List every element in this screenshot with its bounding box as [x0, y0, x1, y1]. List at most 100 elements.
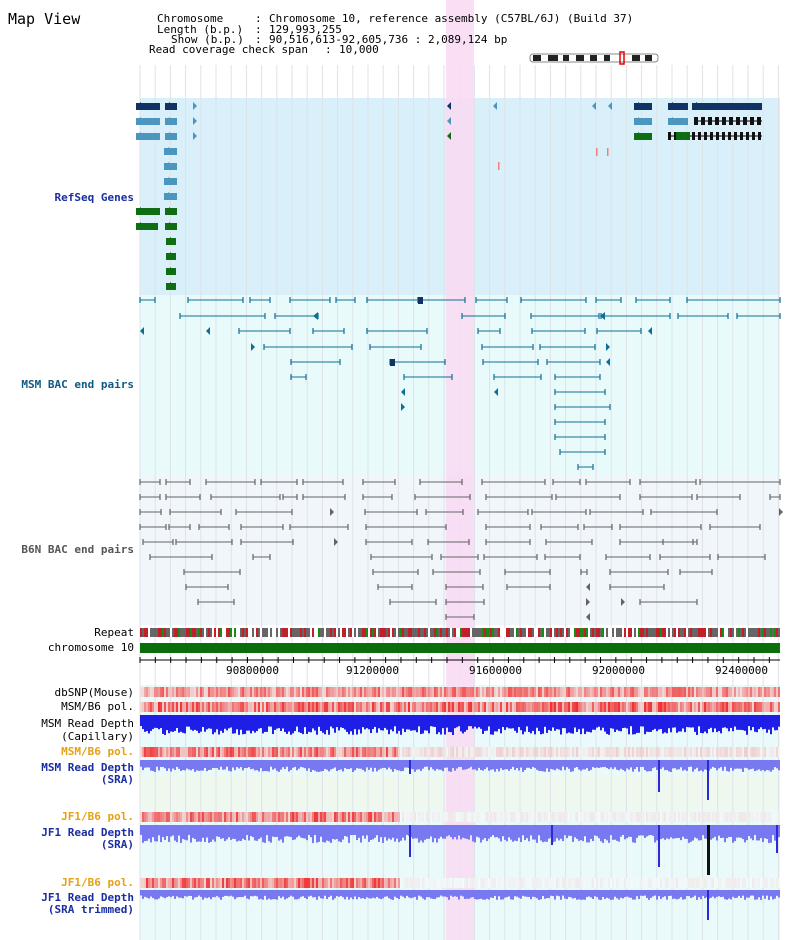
msm-pol-cell: [526, 702, 528, 712]
jf1-sra-depth: [256, 825, 258, 841]
msm-pol-cell: [462, 702, 464, 712]
jf1-pol-cell: [398, 812, 400, 822]
msm-capillary-depth: [336, 715, 338, 728]
msm-sra-depth: [742, 760, 744, 772]
msm-capillary-depth: [686, 715, 688, 728]
jf1-trimmed-depth: [436, 890, 438, 898]
msm-pol-cell: [174, 702, 176, 712]
msm-pol2-cell: [262, 747, 264, 757]
jf1-pol-cell: [634, 812, 636, 822]
dbsnp-cell: [434, 687, 436, 697]
msm-sra-depth: [584, 760, 586, 770]
repeat-element: [504, 628, 506, 637]
msm-capillary-depth: [660, 715, 662, 730]
jf1-pol-cell: [350, 812, 352, 822]
msm-pol2-cell: [328, 747, 330, 757]
msm-capillary-depth: [466, 715, 468, 730]
gene-arrow: [136, 117, 141, 125]
msm-capillary-depth: [184, 715, 186, 734]
jf1-pol2-cell: [684, 878, 686, 888]
msm-capillary-depth: [682, 715, 684, 729]
dbsnp-cell: [774, 687, 776, 697]
msm-pol-cell: [448, 702, 450, 712]
dbsnp-cell: [488, 687, 490, 697]
msm-pol2-cell: [692, 747, 694, 757]
msm-capillary-depth: [392, 715, 394, 732]
jf1-trimmed-depth: [426, 890, 428, 898]
msm-sra-depth: [246, 760, 248, 769]
msm-sra-depth: [716, 760, 718, 771]
jf1-pol2-cell: [770, 878, 772, 888]
jf1-sra-depth: [314, 825, 316, 836]
jf1-pol2-cell: [560, 878, 562, 888]
msm-pol2-cell: [562, 747, 564, 757]
jf1-pol-cell: [662, 812, 664, 822]
jf1-pol2-cell: [672, 878, 674, 888]
msm-sra-depth: [550, 760, 552, 769]
dbsnp-cell: [314, 687, 316, 697]
msm-capillary-depth: [752, 715, 754, 728]
msm-pol2-cell: [736, 747, 738, 757]
dbsnp-cell: [776, 687, 778, 697]
jf1-pol2-cell: [346, 878, 348, 888]
jf1-pol-cell: [524, 812, 526, 822]
jf1-sra-depth: [644, 825, 646, 838]
jf1-pol2-cell: [430, 878, 432, 888]
jf1-pol2-cell: [706, 878, 708, 888]
jf1-trimmed-depth: [278, 890, 280, 897]
jf1-trimmed-depth: [366, 890, 368, 898]
jf1-trimmed-depth: [430, 890, 432, 899]
repeat-element: [730, 628, 732, 637]
msm-pol-cell: [444, 702, 446, 712]
jf1-sra-depth: [336, 825, 338, 840]
msm-pol-cell: [574, 702, 576, 712]
jf1-trimmed-depth: [532, 890, 534, 897]
jf1-sra-depth: [346, 825, 348, 837]
track-label-refseq[interactable]: RefSeq Genes: [54, 191, 134, 204]
msm-capillary-depth: [346, 715, 348, 732]
repeat-element: [160, 628, 162, 637]
dbsnp-cell: [496, 687, 498, 697]
jf1-trimmed-depth: [634, 890, 636, 900]
ideogram-band: [604, 55, 610, 61]
repeat-element: [144, 628, 146, 637]
jf1-pol2-cell: [598, 878, 600, 888]
jf1-trimmed-depth: [394, 890, 396, 897]
repeat-element: [764, 628, 766, 637]
jf1-sra-depth: [508, 825, 510, 838]
jf1-sra-depth: [334, 825, 336, 840]
jf1-pol-cell: [686, 812, 688, 822]
msm-pol-cell: [470, 702, 472, 712]
msm-pol2-cell: [456, 747, 458, 757]
msm-pol-cell: [678, 702, 680, 712]
msm-pol-cell: [464, 702, 466, 712]
msm-capillary-depth: [586, 715, 588, 732]
gene-arrow: [166, 252, 171, 260]
msm-pol-cell: [612, 702, 614, 712]
track-label-b6n-bac[interactable]: B6N BAC end pairs: [21, 543, 134, 556]
msm-sra-depth: [710, 760, 712, 769]
jf1-trimmed-depth: [660, 890, 662, 899]
gene-arrow: [668, 102, 673, 110]
jf1-trimmed-depth: [626, 890, 628, 897]
jf1-pol2-cell: [364, 878, 366, 888]
dbsnp-cell: [724, 687, 726, 697]
track-label-msm-bac[interactable]: MSM BAC end pairs: [21, 378, 134, 391]
msm-capillary-depth: [298, 715, 300, 733]
msm-sra-depth: [214, 760, 216, 769]
msm-pol2-cell: [220, 747, 222, 757]
jf1-sra-depth: [566, 825, 568, 839]
jf1-pol-cell: [322, 812, 324, 822]
jf1-trimmed-depth: [150, 890, 152, 897]
msm-capillary-depth: [508, 715, 510, 729]
jf1-trimmed-depth: [468, 890, 470, 899]
jf1-pol-cell: [500, 812, 502, 822]
jf1-pol-cell: [498, 812, 500, 822]
jf1-sra-depth: [290, 825, 292, 838]
msm-pol-cell: [430, 702, 432, 712]
jf1-trimmed-depth: [380, 890, 382, 900]
msm-pol2-cell: [640, 747, 642, 757]
jf1-sra-depth: [262, 825, 264, 843]
msm-pol2-cell: [280, 747, 282, 757]
